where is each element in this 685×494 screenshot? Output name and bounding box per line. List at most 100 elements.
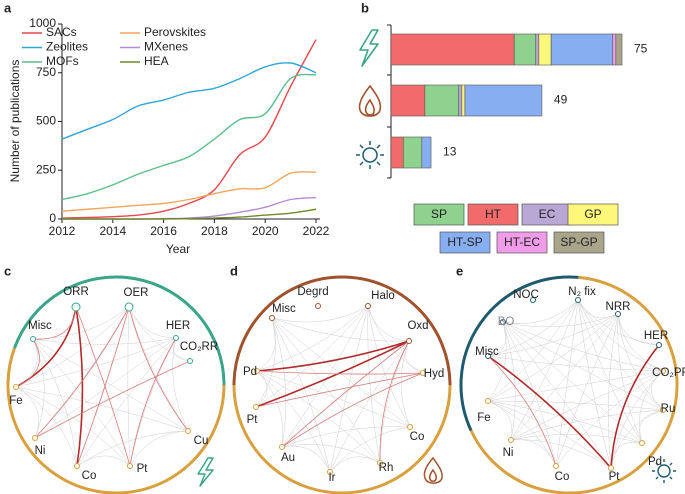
bar-segment (390, 136, 404, 169)
network-edge-strong (32, 306, 77, 340)
network-node (575, 297, 581, 303)
network-edge (400, 340, 411, 428)
network-edge (271, 305, 369, 323)
network-edge-strong (256, 370, 424, 375)
legend-label: SP-GP (560, 235, 597, 249)
network-node-label: Oxd (407, 320, 428, 332)
flame-icon (358, 84, 382, 117)
legend-box (467, 203, 519, 226)
network-node-label: HER (644, 330, 668, 342)
network-node-label: Hyd (424, 368, 444, 380)
network-edge-strong (281, 372, 424, 448)
network-edge (32, 337, 177, 345)
y-tick-label: 750 (36, 65, 56, 79)
network-edge (32, 338, 78, 467)
network: ORR OER HER CO₂RR Misc Fe Ni Co Pt Cu (6, 275, 226, 494)
legend-label: Zeolites (46, 40, 88, 54)
network-edge (502, 321, 664, 372)
network-edge-strong (75, 306, 84, 467)
panel-letter: c (4, 263, 11, 278)
network-edge (367, 305, 410, 342)
network-edge (172, 337, 191, 362)
network-node (315, 303, 321, 309)
network-node-label: Degrd (297, 286, 328, 298)
network-edge (271, 317, 410, 342)
network-node-label: Pd (648, 456, 662, 468)
network-node (127, 463, 133, 469)
network-edge (577, 299, 660, 346)
line-series (61, 171, 317, 212)
network-edge (271, 317, 287, 448)
network-node-label: Misc (272, 303, 296, 315)
network-node-label: ORR (63, 286, 89, 298)
network-edge (577, 299, 664, 411)
network-edge-strong (129, 337, 177, 467)
network-edge (510, 299, 579, 441)
bar-segment (458, 84, 463, 117)
network-edge (76, 337, 177, 467)
network-node (485, 398, 491, 404)
legend-label: HT-SP (447, 235, 482, 249)
network-edge (487, 299, 579, 402)
panel-letter: a (4, 0, 12, 15)
panel-letter: b (361, 0, 369, 15)
network-node (32, 435, 38, 441)
legend-box (439, 231, 491, 254)
bar-total-label: 13 (443, 145, 457, 159)
network-edge (256, 370, 411, 428)
network-node-label: Misc (28, 320, 52, 332)
network-node-label: Ir (328, 472, 335, 484)
network-edge-strong (379, 340, 410, 464)
network-node-label: Pt (247, 414, 259, 426)
network-node-label: NRR (606, 301, 631, 313)
line-series (61, 62, 317, 140)
network-edge (329, 456, 381, 473)
network-edge (15, 386, 78, 467)
network-node (173, 335, 179, 341)
network-edge (577, 299, 664, 372)
bar-segment (538, 33, 552, 66)
network-node (608, 465, 614, 471)
legend-box (553, 231, 605, 254)
network: NOC N₂ fix NRR HER CO₂PR BO Misc Fe Ni Co Pt Pd Ru (459, 275, 685, 494)
lightning-icon (359, 29, 379, 67)
network-edge-strong (34, 360, 191, 439)
network-rim (459, 275, 579, 432)
network-edge (367, 305, 424, 374)
network-node-label: CO₂PR (652, 367, 685, 379)
network-node-label: CO₂RR (180, 341, 218, 353)
network-edge (487, 400, 664, 411)
network-edge (329, 305, 369, 473)
network-node (615, 311, 621, 317)
network-edge (129, 430, 189, 467)
network-edge (639, 370, 664, 444)
network-edge (487, 355, 664, 372)
network-node (485, 353, 491, 359)
network-edge (329, 426, 411, 473)
network-node-label: Halo (371, 290, 395, 302)
network-node (530, 297, 536, 303)
bar-total-label: 49 (554, 93, 568, 107)
network-edge (15, 386, 131, 467)
network-node-label: Co (410, 431, 425, 443)
x-tick-label: 2014 (99, 224, 126, 238)
network-node (71, 302, 81, 312)
network-edge (256, 370, 331, 473)
network-edge (255, 305, 369, 408)
legend-box (413, 203, 465, 226)
y-tick-label: 0 (49, 211, 56, 225)
network-edge-strong (487, 355, 557, 467)
network-edge-strong (15, 306, 77, 388)
network-node (407, 424, 413, 430)
network-node-label: Pt (137, 463, 149, 475)
network-edge (502, 299, 579, 324)
bar-segment (461, 84, 466, 117)
x-tick-label: 2022 (303, 224, 330, 238)
legend-box (496, 231, 548, 254)
network-node-label: Au (281, 452, 295, 464)
network-edge (127, 306, 131, 467)
x-tick-label: 2016 (150, 224, 177, 238)
network-edge (502, 313, 619, 328)
network-node (279, 444, 285, 450)
network-node-label: Fe (477, 412, 490, 424)
